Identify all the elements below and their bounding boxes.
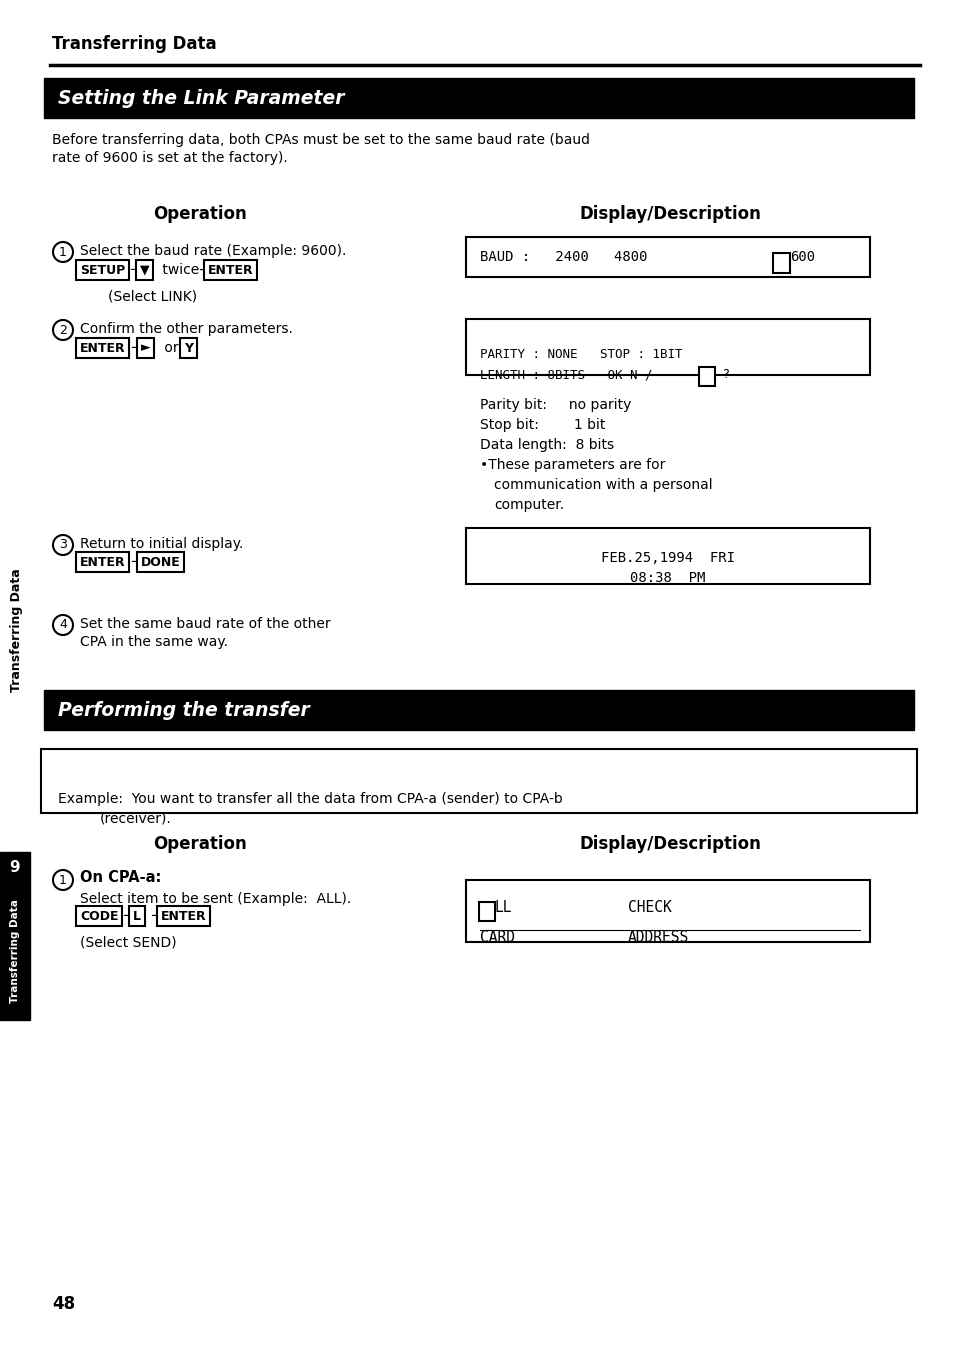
Text: ENTER: ENTER — [208, 263, 253, 277]
FancyBboxPatch shape — [465, 319, 869, 375]
Text: twice→: twice→ — [158, 263, 211, 277]
Text: (Select LINK): (Select LINK) — [108, 290, 197, 304]
Text: →: → — [130, 555, 143, 570]
Text: A: A — [483, 905, 490, 919]
Text: 3: 3 — [59, 539, 67, 551]
Text: 2: 2 — [59, 323, 67, 337]
Text: 1: 1 — [59, 246, 67, 258]
FancyBboxPatch shape — [699, 366, 714, 385]
Text: 1: 1 — [59, 874, 67, 886]
Text: Parity bit:     no parity: Parity bit: no parity — [479, 398, 631, 413]
Text: Display/Description: Display/Description — [578, 205, 760, 223]
Text: 48: 48 — [52, 1295, 75, 1314]
Text: Setting the Link Parameter: Setting the Link Parameter — [58, 88, 344, 107]
Text: communication with a personal: communication with a personal — [494, 478, 712, 493]
Text: Transferring Data: Transferring Data — [10, 900, 20, 1003]
FancyBboxPatch shape — [772, 252, 789, 273]
Text: 9: 9 — [776, 256, 784, 270]
FancyBboxPatch shape — [465, 879, 869, 942]
Text: Operation: Operation — [153, 835, 247, 854]
FancyBboxPatch shape — [478, 902, 495, 921]
FancyBboxPatch shape — [465, 528, 869, 584]
Text: L: L — [132, 909, 141, 923]
Text: Transferring Data: Transferring Data — [52, 35, 216, 53]
Text: SETUP: SETUP — [80, 263, 125, 277]
Text: →: → — [129, 262, 142, 277]
Text: CARD: CARD — [479, 931, 515, 946]
Text: Performing the transfer: Performing the transfer — [58, 700, 310, 719]
Text: ENTER: ENTER — [80, 555, 126, 569]
Text: CHECK: CHECK — [627, 901, 671, 916]
Bar — [44, 689, 913, 730]
Text: 4: 4 — [59, 619, 67, 631]
Text: ?: ? — [714, 369, 729, 381]
Text: Select item to be sent (Example:  ALL).: Select item to be sent (Example: ALL). — [80, 892, 351, 906]
Text: →: → — [150, 908, 163, 924]
Text: Return to initial display.: Return to initial display. — [80, 537, 243, 551]
Text: Set the same baud rate of the other
CPA in the same way.: Set the same baud rate of the other CPA … — [80, 617, 331, 650]
Text: (receiver).: (receiver). — [100, 811, 172, 826]
Text: •These parameters are for: •These parameters are for — [479, 459, 664, 472]
Text: 08:38  PM: 08:38 PM — [630, 571, 705, 585]
Text: Operation: Operation — [153, 205, 247, 223]
Text: CODE: CODE — [80, 909, 118, 923]
Bar — [44, 77, 913, 118]
Text: Note:  When receiving data, all existing data is deleted.: Note: When receiving data, all existing … — [52, 748, 516, 763]
Text: DONE: DONE — [141, 555, 180, 569]
Text: On CPA-a:: On CPA-a: — [80, 870, 161, 885]
Text: →: → — [130, 341, 143, 356]
Text: (Select SEND): (Select SEND) — [80, 936, 176, 950]
Text: ENTER: ENTER — [161, 909, 207, 923]
Text: BAUD :   2400   4800: BAUD : 2400 4800 — [479, 250, 647, 265]
Text: ADDRESS: ADDRESS — [627, 931, 688, 946]
Text: LL: LL — [495, 901, 512, 916]
Text: →: → — [122, 908, 134, 924]
Text: Transferring Data: Transferring Data — [10, 569, 24, 692]
Text: PARITY : NONE   STOP : 1BIT: PARITY : NONE STOP : 1BIT — [479, 349, 681, 361]
Text: Stop bit:        1 bit: Stop bit: 1 bit — [479, 418, 605, 432]
Text: LENGTH : 8BITS   OK N /: LENGTH : 8BITS OK N / — [479, 369, 659, 381]
Text: computer.: computer. — [494, 498, 563, 512]
Text: or: or — [160, 341, 183, 356]
Text: 9: 9 — [10, 859, 20, 874]
Text: Example:  You want to transfer all the data from CPA-a (sender) to CPA-b: Example: You want to transfer all the da… — [58, 792, 562, 806]
FancyBboxPatch shape — [465, 237, 869, 277]
Text: Display/Description: Display/Description — [578, 835, 760, 854]
Text: ▼: ▼ — [140, 263, 150, 277]
FancyBboxPatch shape — [41, 749, 916, 813]
Text: Y: Y — [184, 342, 193, 354]
Text: 600: 600 — [789, 250, 814, 265]
Text: Before transferring data, both CPAs must be set to the same baud rate (baud
rate: Before transferring data, both CPAs must… — [52, 133, 589, 166]
Text: FEB.25,1994  FRI: FEB.25,1994 FRI — [600, 551, 734, 565]
Bar — [0, 852, 30, 882]
Text: Data length:  8 bits: Data length: 8 bits — [479, 438, 614, 452]
Text: Y: Y — [702, 370, 710, 384]
Text: Confirm the other parameters.: Confirm the other parameters. — [80, 322, 293, 337]
Bar — [0, 882, 30, 1020]
Text: Select the baud rate (Example: 9600).: Select the baud rate (Example: 9600). — [80, 244, 346, 258]
Text: ►: ► — [141, 342, 151, 354]
Text: ENTER: ENTER — [80, 342, 126, 354]
